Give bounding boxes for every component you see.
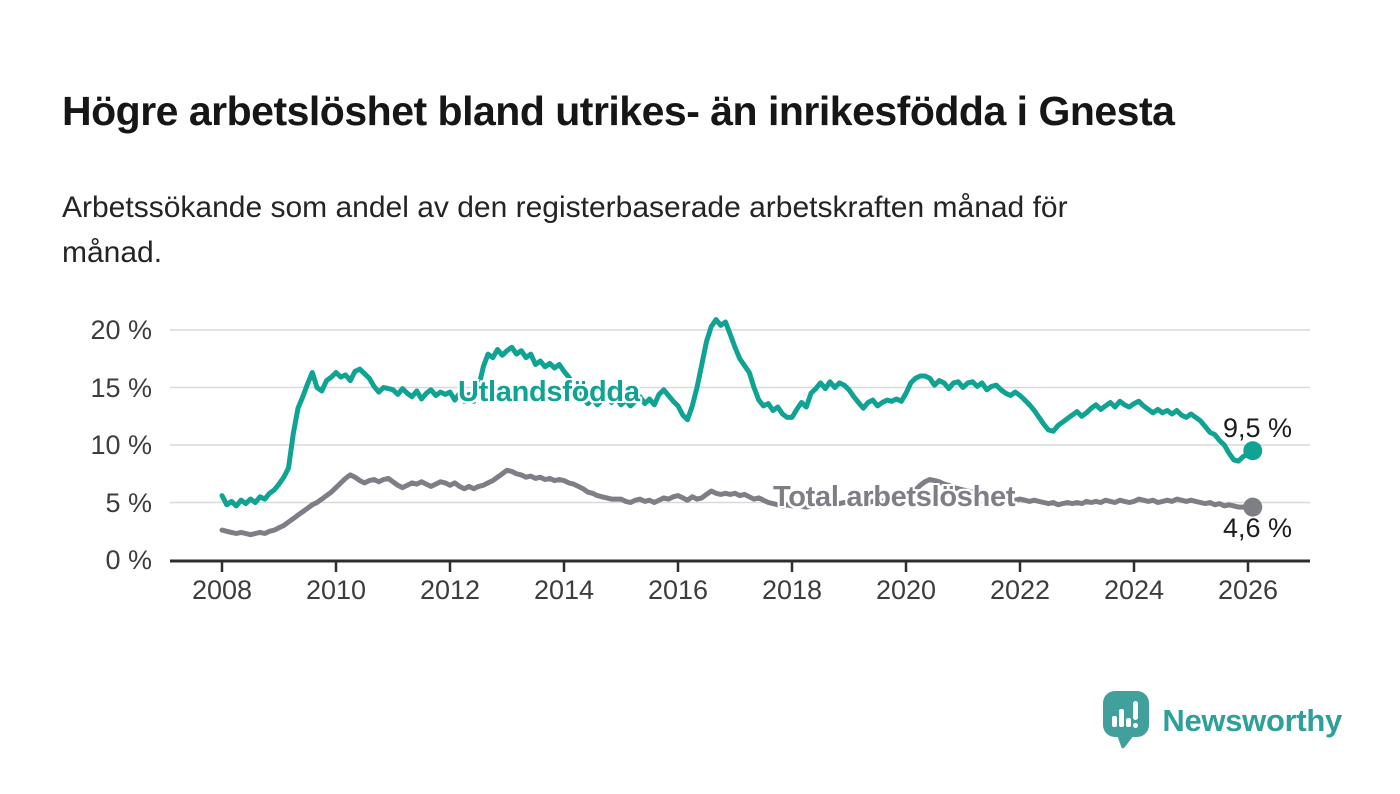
x-axis-tick-label: 2018 [761,575,823,605]
y-axis-tick-label: 15 % [90,372,152,403]
series-label-total-arbetsloshet: Total arbetslöshet [773,481,1016,513]
newsworthy-logo: Newsworthy [1103,691,1342,750]
end-dot-total-arbetsl-shet [1243,497,1263,517]
end-dot-utlandsf-dda [1243,441,1263,461]
x-axis-tick-label: 2026 [1217,575,1279,605]
x-axis-tick-label: 2020 [875,575,937,605]
x-axis-tick-label: 2008 [191,575,253,605]
series-line-utlandsf-dda [219,317,1256,509]
end-value-label-utlandsfodda: 9,5 % [1223,413,1293,443]
y-axis-tick-label: 5 % [105,487,152,518]
x-axis-tick-label: 2022 [989,575,1051,605]
series-label-utlandsfodda: Utlandsfödda [458,376,640,408]
speech-bubble-shape [1103,691,1150,749]
y-axis-tick-label: 10 % [90,430,152,460]
newsworthy-bubble-icon [1103,691,1150,749]
chart-subtitle: Arbetssökande som andel av den registerb… [62,191,1068,269]
chart-title: Högre arbetslöshet bland utrikes- än inr… [62,88,1175,135]
series-line-total-arbetsl-shet [219,467,1256,538]
bar-chart-glyph [1112,701,1139,728]
y-axis-tick-label: 20 % [90,315,152,345]
x-axis-tick-label: 2010 [305,575,367,605]
y-axis-tick-label: 0 % [105,545,152,575]
x-axis-tick-label: 2016 [647,575,709,605]
x-axis-tick-label: 2024 [1103,575,1165,605]
newsworthy-wordmark: Newsworthy [1162,702,1342,738]
x-axis-tick-label: 2012 [419,575,481,605]
end-value-label-total: 4,6 % [1223,513,1293,543]
x-axis-tick-label: 2014 [533,575,595,605]
